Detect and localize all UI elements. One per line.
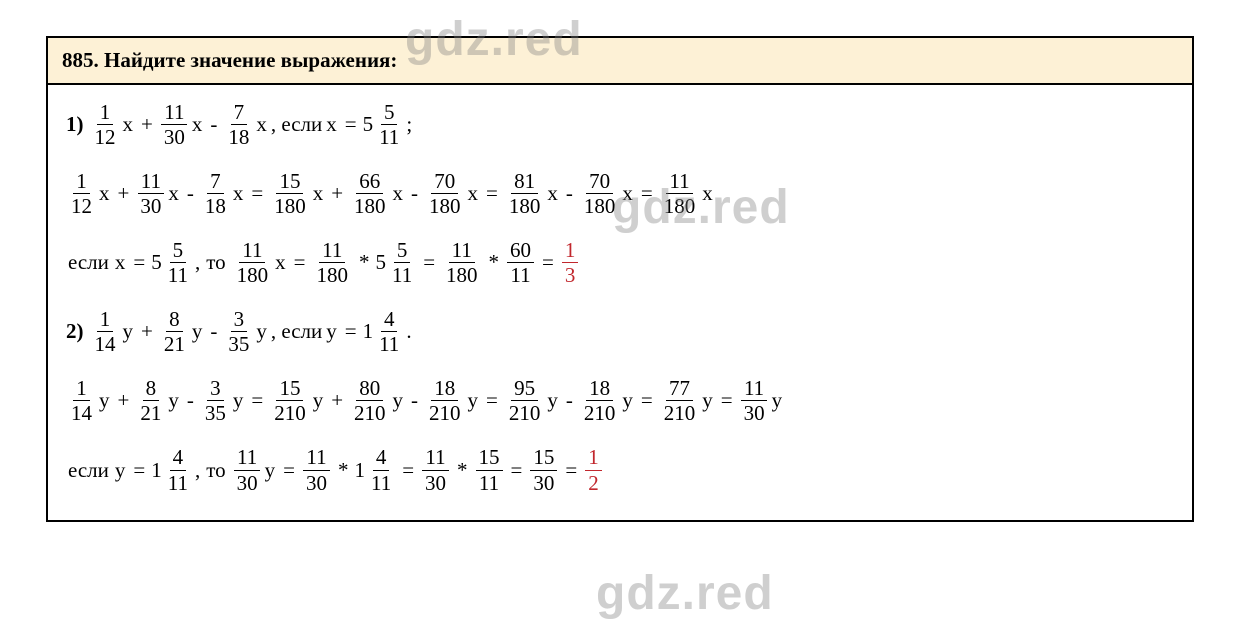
op-plus: + [141,114,153,135]
frac: 11180 [443,239,481,286]
frac: 1130 [161,101,188,148]
frac: 18210 [581,377,619,424]
op-minus: - [210,114,217,135]
frac: 718 [225,101,252,148]
answer-frac: 12 [585,446,602,493]
frac: 718 [202,170,229,217]
problem-header: 885. Найдите значение выражения: [48,38,1192,85]
frac: 335 [225,308,252,355]
frac: 77210 [661,377,699,424]
frac: 66180 [351,170,389,217]
op-eq: = [345,114,357,135]
frac: 1130 [422,446,449,493]
frac: 6011 [507,239,534,286]
frac: 1130 [741,377,768,424]
semi: ; [406,114,412,135]
frac: 95210 [506,377,544,424]
frac: 411 [376,308,402,355]
frac: 511 [165,239,191,286]
var: x [256,114,267,135]
text-if: , если [271,321,322,342]
p1-line1: 1) 112 x + 1130 x - 718 x , если x = 5 5… [66,101,1174,148]
frac: 15180 [271,170,309,217]
frac: 70180 [426,170,464,217]
frac: 112 [92,101,119,148]
frac: 1130 [303,446,330,493]
answer-frac: 13 [562,239,579,286]
p1-line3: если x = 5 511 , то 11180x = 11180 * 5 5… [66,239,1174,286]
frac: 81180 [506,170,544,217]
p1-label: 1) [66,114,84,135]
frac: 11180 [661,170,699,217]
problem-content: 1) 112 x + 1130 x - 718 x , если x = 5 5… [48,85,1192,520]
watermark-text: gdz.red [596,566,774,621]
frac: 511 [389,239,415,286]
frac: 411 [165,446,191,493]
p1-line2: 112x + 1130x - 718x = 15180x + 66180x - … [66,170,1174,217]
frac: 511 [376,101,402,148]
frac: 1511 [476,446,503,493]
whole: 5 [363,114,374,135]
frac: 1530 [530,446,557,493]
text-then: то [206,252,225,273]
var: x [326,114,337,135]
frac: 112 [68,170,95,217]
text-if: если [68,252,109,273]
frac: 114 [92,308,119,355]
text-if: если [68,460,109,481]
frac: 18210 [426,377,464,424]
text-then: то [206,460,225,481]
frac: 1130 [137,170,164,217]
p2-line1: 2) 114 y + 821 y - 335 y , если y = 1 41… [66,308,1174,355]
frac: 11180 [313,239,351,286]
frac: 11180 [234,239,272,286]
var: x [123,114,134,135]
frac: 821 [161,308,188,355]
text-if: , если [271,114,322,135]
frac: 335 [202,377,229,424]
frac: 1130 [234,446,261,493]
frac: 821 [137,377,164,424]
var: x [192,114,203,135]
p2-line3: если y = 1 411 , то 1130y = 1130 * 1 411… [66,446,1174,493]
problem-title: 885. Найдите значение выражения: [62,48,397,72]
frac: 70180 [581,170,619,217]
problem-box: 885. Найдите значение выражения: 1) 112 … [46,36,1194,522]
p2-label: 2) [66,321,84,342]
frac: 114 [68,377,95,424]
frac: 80210 [351,377,389,424]
p2-line2: 114y + 821y - 335y = 15210y + 80210y - 1… [66,377,1174,424]
frac: 411 [368,446,394,493]
frac: 15210 [271,377,309,424]
